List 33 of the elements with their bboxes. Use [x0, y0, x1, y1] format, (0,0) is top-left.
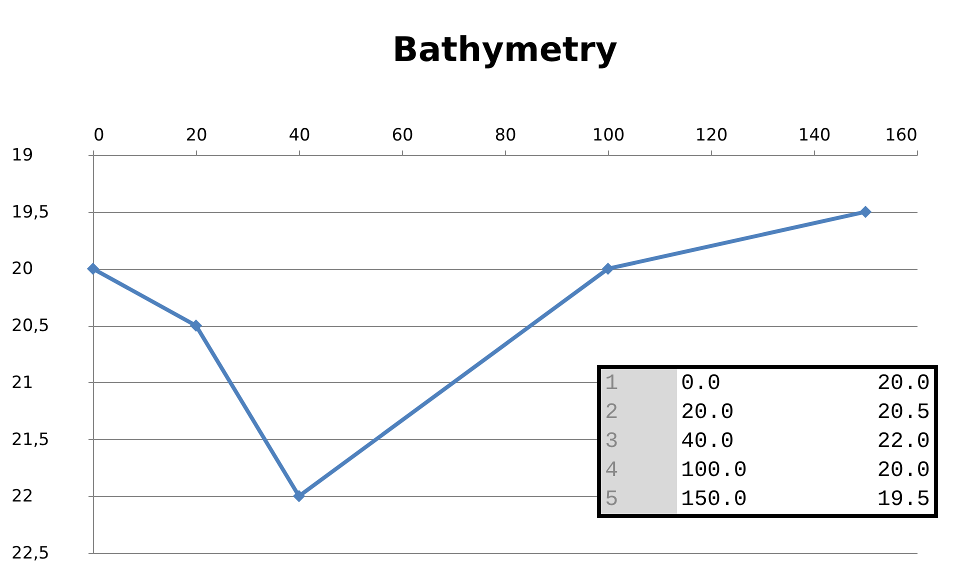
annotation: 5: [601, 485, 677, 514]
x-tick-label: 0: [94, 126, 104, 146]
annotation: 150.0: [680, 486, 748, 514]
annotation: 100.0: [680, 457, 748, 485]
y-tick-label: 20: [12, 259, 34, 280]
annotation: 2: [601, 398, 677, 427]
annotation: 3: [601, 427, 677, 456]
y-tick-label: 19,5: [12, 202, 50, 222]
y-tick-label: 21: [12, 372, 34, 393]
y-tick-label: 21,5: [12, 430, 50, 450]
x-tick-label: 100: [592, 126, 625, 146]
y-tick-label: 22,5: [12, 544, 50, 564]
x-tick-label: 120: [695, 126, 728, 146]
x-tick-label: 20: [186, 126, 208, 146]
annotation: 19.5: [876, 486, 931, 514]
x-tick-label: 80: [494, 126, 516, 146]
chart-title: Bathymetry: [392, 30, 618, 70]
y-tick-label: 20,5: [12, 316, 50, 336]
annotation: 1: [601, 369, 677, 398]
y-tick-label: 19: [12, 146, 34, 166]
annotation: 22.0: [876, 428, 931, 456]
annotation: 20.0: [876, 370, 931, 398]
annotation: 20.0: [680, 399, 735, 427]
x-tick-label: 40: [288, 126, 310, 146]
annotation: 0.0: [680, 370, 722, 398]
y-tick-label: 22: [12, 486, 34, 507]
annotation: 20.0: [876, 457, 931, 485]
x-tick-label: 160: [885, 126, 918, 146]
annotation: 4: [601, 456, 677, 485]
x-tick-label: 60: [392, 126, 414, 146]
x-tick-label: 140: [798, 126, 831, 146]
annotation: 20.5: [876, 399, 931, 427]
annotation: 40.0: [680, 428, 735, 456]
